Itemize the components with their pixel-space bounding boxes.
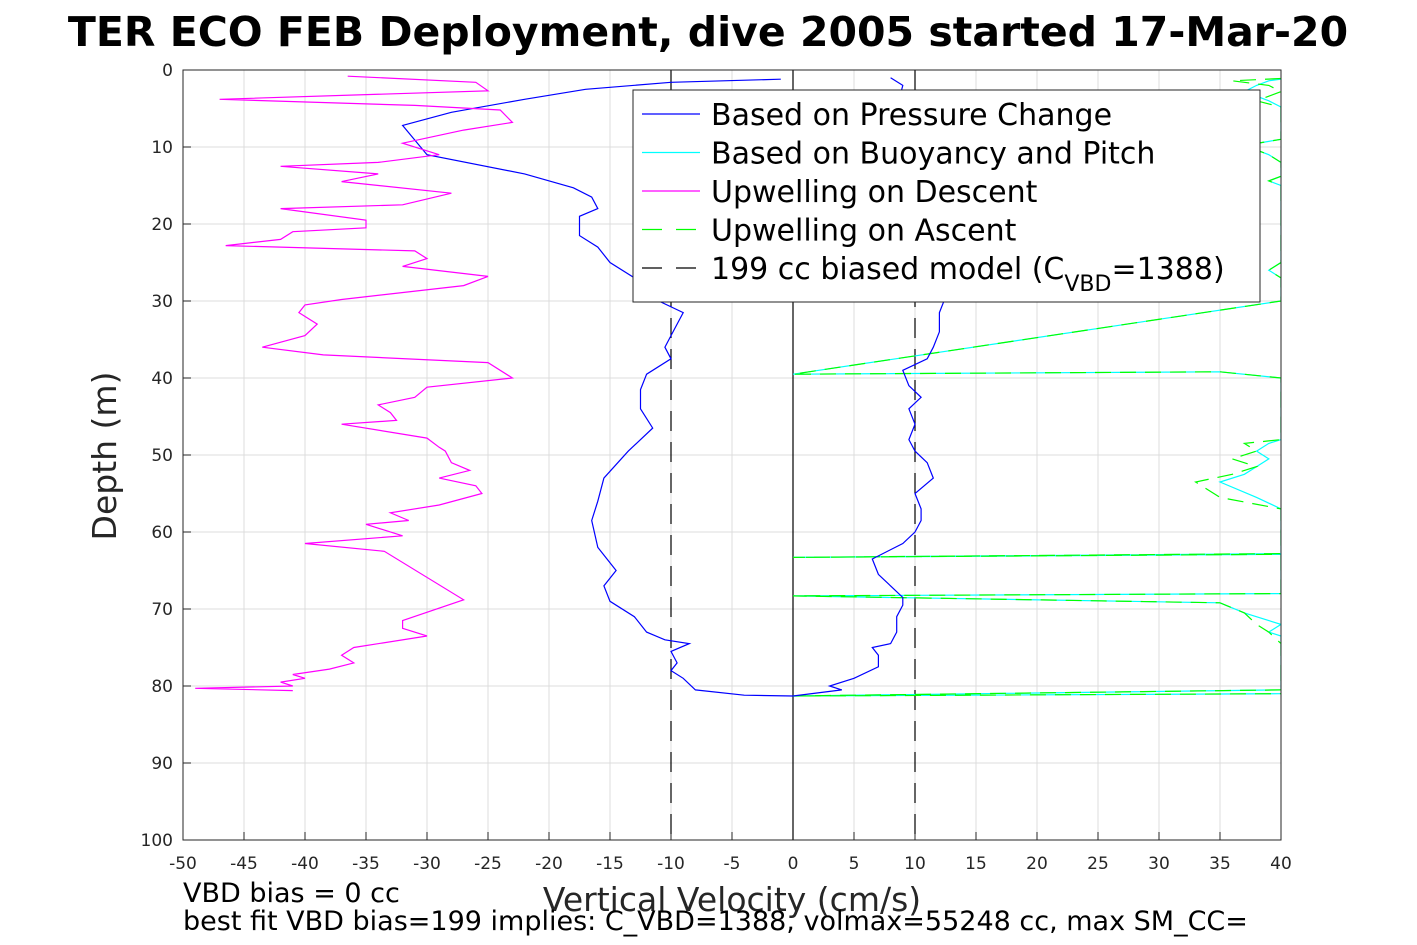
y-tick-label: 100 bbox=[141, 831, 173, 851]
legend: Based on Pressure Change Based on Buoyanc… bbox=[632, 89, 1261, 303]
y-axis-label: Depth (m) bbox=[85, 372, 124, 541]
legend-label: Upwelling on Descent bbox=[711, 175, 1038, 210]
x-tick-label: 10 bbox=[904, 854, 926, 874]
legend-label: Based on Buoyancy and Pitch bbox=[711, 137, 1155, 172]
x-axis-label: Vertical Velocity (cm/s) bbox=[543, 880, 921, 919]
x-tick-label: -15 bbox=[596, 854, 624, 874]
y-tick-label: 70 bbox=[151, 600, 173, 620]
x-tick-label: -25 bbox=[474, 854, 502, 874]
y-tick-label: 0 bbox=[162, 61, 173, 81]
series-line-upwelling-on-ascent bbox=[792, 77, 1281, 697]
y-tick-label: 20 bbox=[151, 215, 173, 235]
series-line-based-on-pressure-change bbox=[401, 78, 794, 697]
chart-title: TER ECO FEB Deployment, dive 2005 starte… bbox=[68, 8, 1348, 56]
y-tick-label: 10 bbox=[151, 138, 173, 158]
y-tick-label: 40 bbox=[151, 369, 173, 389]
vbd-bias-note: VBD bias = 0 cc bbox=[183, 878, 400, 909]
x-tick-label: 15 bbox=[965, 854, 987, 874]
legend-label: Upwelling on Ascent bbox=[711, 214, 1017, 249]
x-tick-label: 0 bbox=[788, 854, 799, 874]
y-tick-label: 30 bbox=[151, 292, 173, 312]
x-tick-label: 30 bbox=[1148, 854, 1170, 874]
x-tick-label: -5 bbox=[724, 854, 741, 874]
y-tick-label: 80 bbox=[151, 677, 173, 697]
y-tick-label: 90 bbox=[151, 754, 173, 774]
x-tick-label: 5 bbox=[849, 854, 860, 874]
series-line-upwelling-on-descent bbox=[195, 75, 515, 692]
x-tick-label: -30 bbox=[413, 854, 441, 874]
legend-box bbox=[632, 89, 1261, 303]
y-tick-labels: 0 10 20 30 40 50 60 70 80 90 100 bbox=[141, 61, 173, 851]
legend-label: Based on Pressure Change bbox=[711, 98, 1112, 133]
x-tick-label: 20 bbox=[1026, 854, 1048, 874]
y-tick-label: 60 bbox=[151, 523, 173, 543]
x-tick-label: -40 bbox=[291, 854, 319, 874]
x-tick-label: -20 bbox=[535, 854, 563, 874]
y-tick-label: 50 bbox=[151, 446, 173, 466]
axes-box bbox=[182, 69, 1282, 841]
legend-label: 199 cc biased model (CVBD=1388) bbox=[711, 252, 1225, 297]
x-tick-label: -10 bbox=[657, 854, 685, 874]
x-tick-label: 40 bbox=[1270, 854, 1292, 874]
x-tick-label: 25 bbox=[1087, 854, 1109, 874]
x-tick-label: 35 bbox=[1209, 854, 1231, 874]
x-tick-labels: -50 -45 -40 -35 -30 -25 -20 -15 -10 -5 0 5 10 15 20 25 3… bbox=[169, 854, 1292, 874]
x-tick-label: -50 bbox=[169, 854, 197, 874]
x-tick-label: -45 bbox=[230, 854, 258, 874]
x-tick-label: -35 bbox=[352, 854, 380, 874]
best-fit-note: best fit VBD bias=199 implies: C_VBD=138… bbox=[183, 906, 1248, 937]
